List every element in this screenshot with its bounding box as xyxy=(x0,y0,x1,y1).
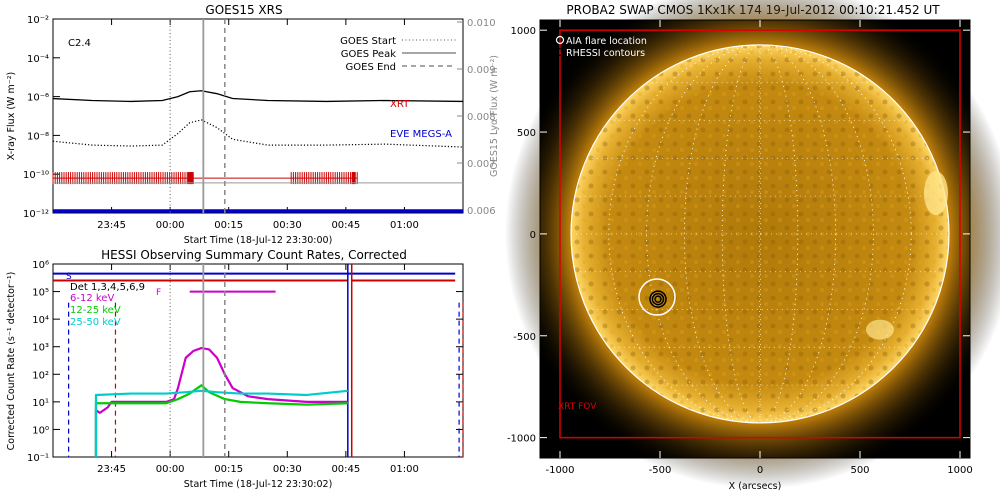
goes-xtick-label: 23:45 xyxy=(97,220,126,231)
goes-ytick-label: 10⁻¹⁰ xyxy=(23,170,49,181)
hessi-band-1: 6-12 keV xyxy=(70,293,114,304)
goes-ytick-label: 10⁻⁸ xyxy=(27,131,49,142)
active-region-south xyxy=(866,319,894,340)
swap-ytick-label: -500 xyxy=(513,332,536,343)
eve-label: EVE MEGS-A xyxy=(390,129,452,140)
hessi-series xyxy=(53,264,464,457)
goes-ytick-label: 10⁻⁶ xyxy=(27,93,49,104)
goes-ytick-label: 10⁻² xyxy=(27,15,49,26)
goes-y2tick-label: 0.007 xyxy=(467,159,496,170)
hessi-ytick-label: 10⁻¹ xyxy=(27,453,49,464)
legend-goes-end: GOES End xyxy=(346,62,396,73)
hessi-ytick-label: 10⁰ xyxy=(32,425,49,436)
hessi-series-25-50 keV xyxy=(94,389,348,457)
goes-xtick-label: 00:30 xyxy=(273,220,302,231)
xrt-fov-box xyxy=(559,29,961,439)
goes-y2tick-label: 0.008 xyxy=(467,112,496,123)
hessi-ytick-label: 10⁴ xyxy=(32,315,49,326)
hessi-flag-s: S xyxy=(66,272,72,282)
hessi-xtick-label: 00:15 xyxy=(214,464,243,475)
swap-ytick-label: 0 xyxy=(530,230,536,241)
hessi-detectors: Det 1,3,4,5,6,9 xyxy=(70,282,145,293)
goes-xtick-label: 00:45 xyxy=(331,220,360,231)
goes-y2tick-label: 0.009 xyxy=(467,65,496,76)
swap-xtick-label: 0 xyxy=(757,465,763,476)
legend-goes-start: GOES Start xyxy=(340,36,396,47)
legend-aia-label: AIA flare location xyxy=(566,36,647,47)
solar-limb xyxy=(570,44,950,424)
goes-y2tick-label: 0.010 xyxy=(467,18,496,29)
hessi-ytick-label: 10² xyxy=(32,370,49,381)
goes-flare-class: C2.4 xyxy=(68,38,91,49)
hessi-xtick-label: 01:00 xyxy=(390,464,419,475)
active-region-east-limb xyxy=(924,171,948,216)
goes-ytick-label: 10⁻⁴ xyxy=(27,54,49,65)
hessi-xtick-label: 00:45 xyxy=(331,464,360,475)
goes-title: GOES15 XRS xyxy=(205,3,282,17)
swap-ytick-label: 1000 xyxy=(511,26,536,37)
swap-xtick-label: -500 xyxy=(649,465,672,476)
hessi-xtick-label: 23:45 xyxy=(97,464,126,475)
legend-aia-symbol xyxy=(555,35,565,45)
solar-longitude-line xyxy=(646,44,874,424)
goes-y2tick-label: 0.006 xyxy=(467,206,496,217)
swap-axes-frame xyxy=(539,19,971,459)
goes-xtick-label: 01:00 xyxy=(390,220,419,231)
swap-ticks: -1000 -500 0 500 1000 1000 500 0 -500 -1000 xyxy=(507,20,973,476)
legend-goes-peak: GOES Peak xyxy=(341,49,396,60)
swap-xtick-label: -1000 xyxy=(545,465,574,476)
goes-series-long xyxy=(52,90,464,103)
swap-image-panel: PROBA2 SWAP CMOS 1Kx1K 174 19-Jul-2012 0… xyxy=(504,0,1000,492)
hessi-ytick-label: 10⁵ xyxy=(32,288,49,299)
rhessi-contour xyxy=(654,295,662,303)
hessi-flag-f: F xyxy=(156,288,161,298)
goes-ytick-label: 10⁻¹² xyxy=(23,209,49,220)
swap-xtick-label: 500 xyxy=(850,465,869,476)
goes-xlabel: Start Time (18-Jul-12 23:30:00) xyxy=(184,235,333,246)
goes-ylabel-left: X-ray Flux (W m⁻²) xyxy=(6,72,17,161)
goes-xtick-label: 00:15 xyxy=(214,220,243,231)
goes-legend: GOES Start GOES Peak GOES End xyxy=(340,36,456,73)
solar-longitude-line xyxy=(759,44,761,424)
goes-series-short xyxy=(52,119,464,148)
hessi-count-rate-plot: HESSI Observing Summary Count Rates, Cor… xyxy=(6,248,464,490)
hessi-band-2: 12-25 keV xyxy=(70,305,121,316)
aia-flare-location-marker xyxy=(638,278,676,316)
rhessi-contour xyxy=(651,292,665,306)
swap-xtick-label: 1000 xyxy=(947,465,972,476)
legend-rhessi-label: RHESSI contours xyxy=(566,48,645,59)
hessi-ylabel: Corrected Count Rate (s⁻¹ detector⁻¹) xyxy=(6,272,17,451)
solar-disk-texture xyxy=(571,44,949,423)
rhessi-contour xyxy=(649,290,667,308)
legend-rhessi-symbol xyxy=(555,47,565,57)
hessi-xtick-label: 00:00 xyxy=(156,464,185,475)
hessi-series-6-12 keV xyxy=(94,346,348,457)
swap-ytick-label: -1000 xyxy=(507,434,536,445)
hessi-ytick-label: 10³ xyxy=(32,343,49,354)
goes-ticks: 23:45 00:00 00:15 00:30 00:45 01:00 10⁻² 10⁻⁴ 10… xyxy=(23,15,496,231)
goes-xtick-label: 00:00 xyxy=(156,220,185,231)
goes-ylabel-right: GOES15 Lyα Flux (W m⁻²) xyxy=(489,55,500,177)
hessi-xlabel: Start Time (18-Jul-12 23:30:02) xyxy=(184,479,333,490)
xrt-fov-label: XRT FOV xyxy=(558,402,597,412)
hessi-band-3: 25-50 keV xyxy=(70,317,121,328)
goes-xrs-plot: GOES15 XRS C2.4 23:45 00:00 00:15 00:30 00:4… xyxy=(6,3,500,246)
hessi-ytick-label: 10¹ xyxy=(32,398,49,409)
xrt-label: XRT xyxy=(390,99,410,110)
solar-longitude-line xyxy=(608,44,912,424)
hessi-series-12-25 keV xyxy=(94,384,348,457)
hessi-title: HESSI Observing Summary Count Rates, Cor… xyxy=(101,248,407,262)
swap-xlabel: X (arcsecs) xyxy=(729,481,782,492)
hessi-legend: Det 1,3,4,5,6,9 6-12 keV 12-25 keV 25-50… xyxy=(66,272,161,328)
swap-ytick-label: 500 xyxy=(517,128,536,139)
hessi-ticks: 23:45 00:00 00:15 00:30 00:45 01:00 10⁶ 10⁵ 10⁴ 1… xyxy=(27,260,463,475)
hessi-ytick-label: 10⁶ xyxy=(32,260,49,271)
hessi-xtick-label: 00:30 xyxy=(273,464,302,475)
goes-series xyxy=(52,19,464,213)
